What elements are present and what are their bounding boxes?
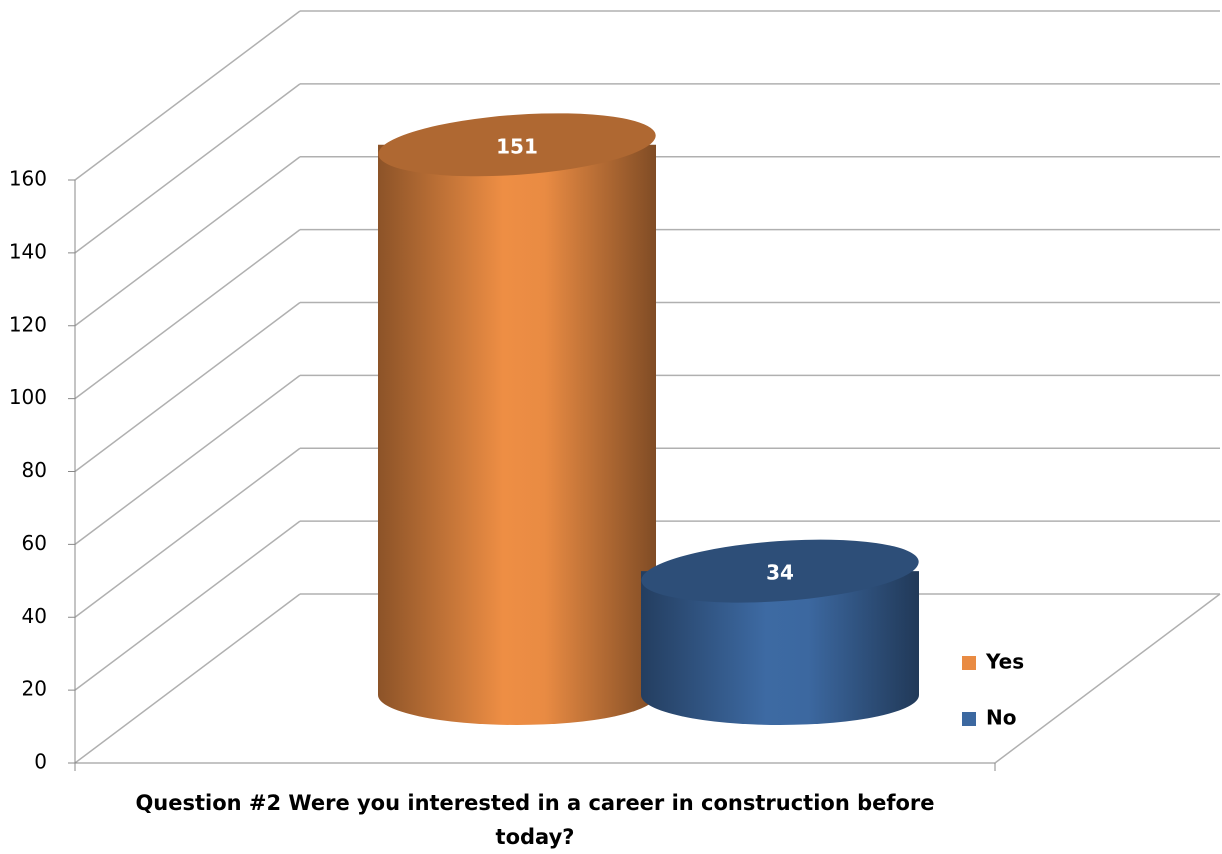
y-tick-label: 100 [9, 385, 47, 409]
bar [378, 113, 656, 725]
bar-side [641, 571, 919, 725]
bar-top [641, 539, 919, 603]
grid-line [74, 10, 301, 181]
y-tick-label: 140 [9, 239, 47, 263]
grid-line [74, 520, 301, 691]
x-category-label: Question #2 Were you interested in a car… [135, 791, 935, 849]
grid-line [74, 83, 301, 254]
y-tick-label: 60 [22, 531, 47, 555]
data-label: 151 [496, 134, 538, 158]
bar-top [378, 113, 656, 177]
data-label: 34 [766, 561, 794, 585]
legend-label: Yes [985, 650, 1024, 674]
floor-edge [994, 593, 1221, 764]
legend-swatch [962, 712, 976, 726]
y-tick-label: 20 [22, 677, 47, 701]
bar-side [378, 144, 656, 725]
grid-line [74, 156, 301, 327]
y-tick-label: 40 [22, 604, 47, 628]
y-tick-label: 0 [34, 750, 47, 774]
grid-line [74, 593, 301, 764]
y-tick-label: 160 [9, 167, 47, 191]
legend-label: No [986, 706, 1016, 730]
grid-line [74, 301, 301, 473]
grid-line [74, 374, 301, 545]
y-tick-label: 80 [22, 458, 47, 482]
grid-line [74, 229, 301, 400]
grid-line [74, 447, 301, 618]
legend-swatch [962, 656, 976, 670]
bar [641, 539, 919, 725]
y-tick-label: 120 [9, 312, 47, 336]
